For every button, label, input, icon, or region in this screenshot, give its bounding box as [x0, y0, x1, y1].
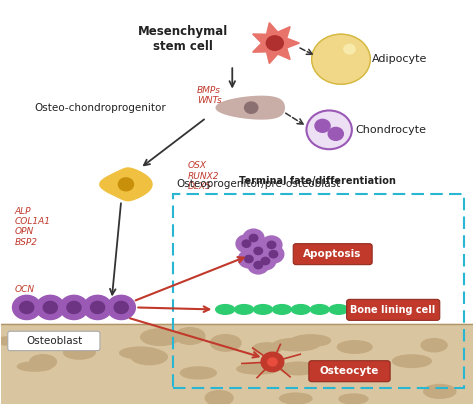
Ellipse shape [280, 393, 312, 404]
Text: Terminal fate/differentiation: Terminal fate/differentiation [239, 176, 396, 186]
Ellipse shape [18, 362, 52, 371]
Circle shape [261, 236, 282, 254]
Circle shape [248, 256, 269, 274]
Ellipse shape [421, 339, 447, 352]
FancyBboxPatch shape [8, 331, 100, 351]
Circle shape [60, 295, 88, 320]
Circle shape [266, 36, 283, 50]
Ellipse shape [235, 305, 254, 314]
Ellipse shape [141, 329, 180, 345]
FancyBboxPatch shape [309, 361, 390, 382]
Ellipse shape [310, 305, 329, 314]
Ellipse shape [64, 346, 95, 359]
Circle shape [261, 352, 284, 372]
Text: Apoptosis: Apoptosis [303, 249, 362, 259]
Circle shape [255, 252, 276, 270]
Text: Osteocyte: Osteocyte [320, 366, 379, 376]
Ellipse shape [292, 335, 330, 346]
Text: OCN: OCN [15, 285, 35, 294]
Circle shape [83, 295, 112, 320]
Circle shape [114, 301, 128, 313]
Text: BMPs
WNTs: BMPs WNTs [197, 86, 221, 105]
Circle shape [245, 256, 253, 262]
Circle shape [261, 258, 270, 264]
Text: Osteoprogenitor/pre-osteoblast: Osteoprogenitor/pre-osteoblast [176, 179, 340, 189]
Ellipse shape [237, 364, 279, 374]
Circle shape [19, 301, 34, 313]
Text: Chondrocyte: Chondrocyte [355, 125, 426, 135]
Ellipse shape [273, 338, 319, 351]
Circle shape [12, 295, 41, 320]
Text: Adipocyte: Adipocyte [373, 54, 428, 64]
Circle shape [267, 241, 276, 249]
Ellipse shape [273, 305, 292, 314]
Text: OSX
RUNX2
DLX5: OSX RUNX2 DLX5 [187, 161, 219, 191]
Circle shape [248, 242, 269, 260]
Text: Osteo-chondroprogenitor: Osteo-chondroprogenitor [34, 102, 166, 113]
Circle shape [107, 295, 136, 320]
Circle shape [118, 178, 134, 191]
Circle shape [245, 102, 258, 113]
Circle shape [254, 261, 263, 269]
Circle shape [344, 44, 355, 54]
Circle shape [315, 119, 330, 132]
Ellipse shape [0, 337, 39, 345]
Ellipse shape [424, 384, 456, 398]
Text: ALP
COL1A1
OPN
BSP2: ALP COL1A1 OPN BSP2 [15, 207, 51, 247]
Text: Bone lining cell: Bone lining cell [350, 305, 436, 315]
Circle shape [254, 247, 263, 255]
Circle shape [268, 358, 277, 366]
Circle shape [243, 229, 264, 247]
Circle shape [249, 234, 258, 242]
Ellipse shape [337, 341, 372, 353]
Ellipse shape [205, 390, 233, 405]
Circle shape [242, 240, 251, 247]
Circle shape [36, 295, 64, 320]
Ellipse shape [292, 305, 310, 314]
Circle shape [269, 251, 278, 258]
Circle shape [236, 235, 257, 253]
Circle shape [307, 111, 352, 149]
Ellipse shape [210, 335, 241, 351]
Text: Mesenchymal
stem cell: Mesenchymal stem cell [137, 25, 228, 53]
Ellipse shape [120, 347, 161, 359]
Polygon shape [253, 23, 300, 64]
Circle shape [43, 301, 57, 313]
Ellipse shape [175, 328, 205, 344]
Polygon shape [100, 168, 152, 201]
Circle shape [312, 34, 370, 84]
Circle shape [91, 301, 105, 313]
Circle shape [238, 250, 259, 268]
Ellipse shape [254, 305, 273, 314]
Ellipse shape [280, 362, 317, 375]
Circle shape [67, 301, 81, 313]
Ellipse shape [253, 343, 282, 354]
Ellipse shape [392, 355, 431, 367]
Bar [0, 324, 474, 404]
Bar [173, 194, 464, 388]
Ellipse shape [181, 367, 216, 379]
FancyBboxPatch shape [346, 299, 440, 320]
Circle shape [328, 128, 343, 141]
Ellipse shape [30, 355, 56, 369]
Polygon shape [216, 96, 284, 119]
Ellipse shape [131, 349, 167, 364]
Text: Osteoblast: Osteoblast [26, 336, 82, 346]
FancyBboxPatch shape [293, 244, 372, 264]
Ellipse shape [216, 305, 235, 314]
Ellipse shape [339, 394, 368, 404]
Circle shape [263, 245, 284, 263]
Ellipse shape [329, 305, 348, 314]
